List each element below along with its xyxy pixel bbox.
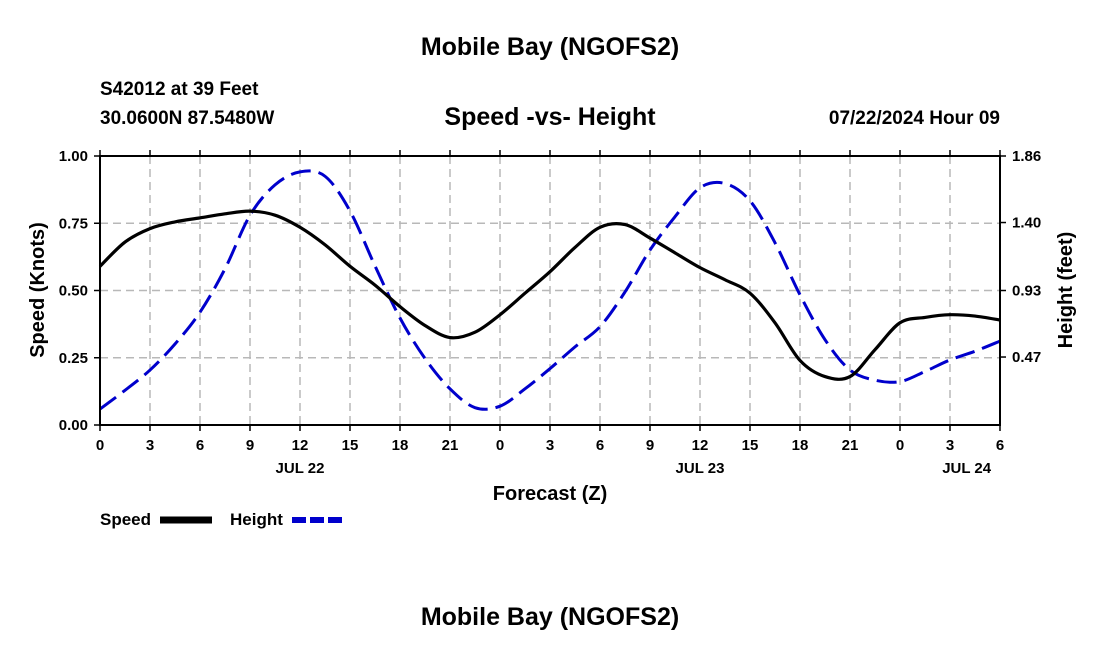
x-tick-label: 12: [692, 437, 709, 454]
x-tick-label: 0: [496, 437, 504, 454]
y-right-tick-label: 1.40: [1012, 215, 1041, 232]
x-tick-label: 3: [546, 437, 554, 454]
y-axis-right-title: Height (feet): [1055, 232, 1077, 349]
x-date-label: JUL 23: [676, 460, 725, 477]
y-left-tick-label: 0.25: [59, 350, 88, 367]
x-tick-label: 0: [96, 437, 104, 454]
x-tick-label: 0: [896, 437, 904, 454]
x-tick-label: 6: [196, 437, 204, 454]
x-tick-label: 15: [742, 437, 759, 454]
x-tick-label: 12: [292, 437, 309, 454]
top-title: Mobile Bay (NGOFS2): [421, 33, 679, 61]
legend-height-label: Height: [230, 510, 283, 529]
x-tick-label: 9: [246, 437, 254, 454]
date-label: 07/22/2024 Hour 09: [829, 108, 1000, 129]
chart-title: Speed -vs- Height: [444, 103, 656, 131]
y-left-tick-label: 1.00: [59, 148, 88, 165]
y-left-tick-label: 0.00: [59, 417, 88, 434]
x-tick-label: 6: [996, 437, 1004, 454]
x-tick-label: 15: [342, 437, 359, 454]
x-axis-title: Forecast (Z): [493, 483, 607, 505]
x-tick-label: 21: [842, 437, 859, 454]
series-line-height: [99, 169, 1001, 411]
station-label: S42012 at 39 Feet: [100, 79, 259, 100]
coordinates-label: 30.0600N 87.5480W: [100, 108, 274, 129]
ticks: 0 3 6 9 12 15 18 21 0 3 6 9 12 15 18 21 0 3 6 JUL 22 JUL 23 J…: [59, 148, 1041, 477]
x-tick-label: 18: [792, 437, 809, 454]
legend: Speed Height: [100, 510, 342, 529]
y-right-tick-label: 1.86: [1012, 148, 1041, 165]
bottom-title: Mobile Bay (NGOFS2): [421, 603, 679, 631]
x-date-label: JUL 22: [276, 460, 325, 477]
x-tick-label: 9: [646, 437, 654, 454]
grid: [100, 155, 1000, 425]
x-tick-label: 21: [442, 437, 459, 454]
series-layer: [98, 169, 1001, 411]
x-tick-label: 3: [946, 437, 954, 454]
y-left-tick-label: 0.50: [59, 283, 88, 300]
x-tick-label: 3: [146, 437, 154, 454]
y-axis-left-title: Speed (Knots): [27, 222, 49, 358]
x-date-label: JUL 24: [942, 460, 992, 477]
series-line-speed: [98, 209, 1001, 381]
x-tick-label: 18: [392, 437, 409, 454]
y-left-tick-label: 0.75: [59, 215, 88, 232]
x-tick-label: 6: [596, 437, 604, 454]
y-right-tick-label: 0.93: [1012, 283, 1041, 300]
y-right-tick-label: 0.47: [1012, 349, 1041, 366]
legend-speed-label: Speed: [100, 510, 151, 529]
